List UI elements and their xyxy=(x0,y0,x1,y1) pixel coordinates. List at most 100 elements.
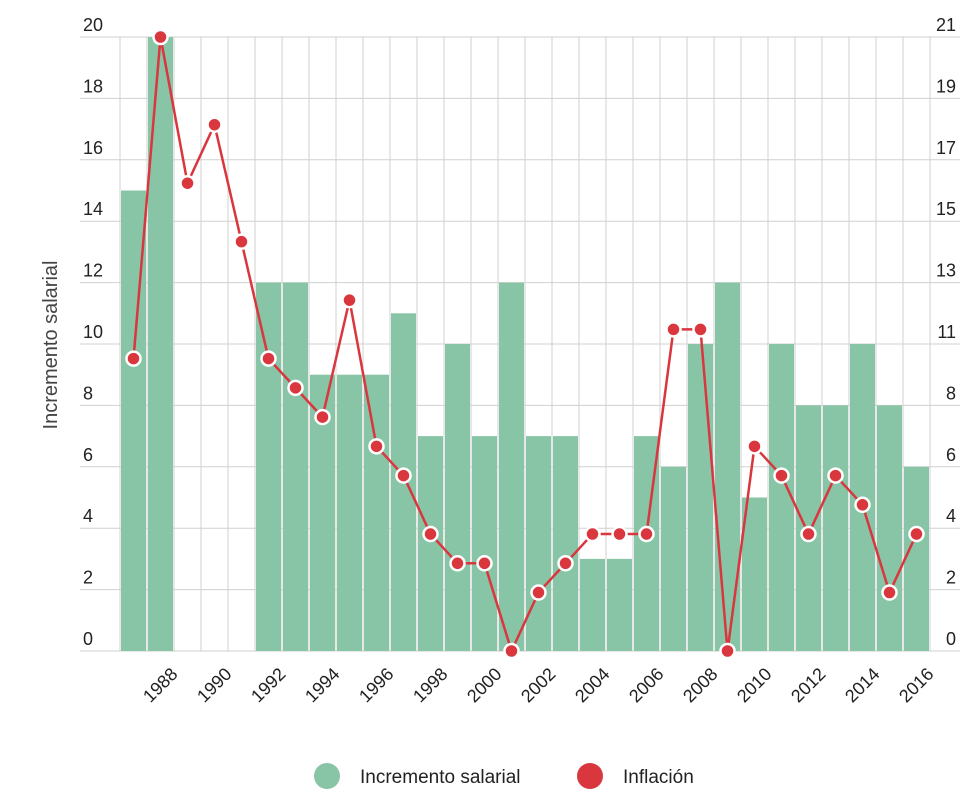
y2-tick-label: 4 xyxy=(946,506,956,526)
x-tick-label: 1996 xyxy=(355,664,397,706)
y2-tick-label: 6 xyxy=(946,445,956,465)
inflation-point-2013 xyxy=(827,467,844,484)
y-tick-label: 4 xyxy=(83,506,93,526)
x-tick-label: 2006 xyxy=(625,664,667,706)
inflation-point-2008 xyxy=(692,321,709,338)
bar-2008 xyxy=(688,344,713,651)
y-tick-label: 2 xyxy=(83,568,93,588)
y-tick-label: 6 xyxy=(83,445,93,465)
y2-tick-label: 8 xyxy=(946,383,956,403)
x-tick-label: 2010 xyxy=(733,664,775,706)
inflation-point-1999 xyxy=(449,555,466,572)
x-tick-label: 2008 xyxy=(679,664,721,706)
y-axis-label: Incremento salarial xyxy=(40,261,62,430)
inflation-point-1997 xyxy=(395,467,412,484)
bar-2010 xyxy=(742,497,767,651)
inflation-point-2004 xyxy=(584,525,601,543)
bars xyxy=(121,37,929,651)
inflation-point-2001 xyxy=(503,642,520,660)
inflation-point-1995 xyxy=(341,291,358,309)
x-tick-label: 2004 xyxy=(571,664,613,706)
inflation-point-2002 xyxy=(530,584,547,601)
bar-2009 xyxy=(715,282,740,651)
inflation-point-1988 xyxy=(152,28,169,46)
left-axis-ticks: 0 2 4 6 8 10 12 14 16 18 20 xyxy=(83,15,103,649)
inflation-point-2010 xyxy=(746,438,763,455)
right-axis-ticks: 0 2 4 6 8 11 13 15 17 19 21 xyxy=(936,15,956,649)
inflation-point-2006 xyxy=(638,525,655,543)
inflation-point-2007 xyxy=(665,321,682,338)
y-tick-label: 14 xyxy=(83,199,103,219)
inflation-point-1989 xyxy=(179,174,196,192)
x-tick-label: 2002 xyxy=(517,664,559,706)
y2-tick-label: 2 xyxy=(946,568,956,588)
bar-2002 xyxy=(526,436,551,651)
y2-tick-label: 15 xyxy=(936,199,956,219)
inflation-point-2011 xyxy=(773,467,790,484)
inflation-point-2003 xyxy=(557,555,574,572)
bar-2011 xyxy=(769,344,794,651)
y-tick-label: 18 xyxy=(83,76,103,96)
bar-1999 xyxy=(445,344,470,651)
y2-tick-label: 11 xyxy=(937,322,956,342)
y-tick-label: 8 xyxy=(83,383,93,403)
x-tick-label: 2000 xyxy=(463,664,505,706)
x-axis-ticks: 1988 1990 1992 1994 1996 1998 2000 2002 2004 2006… xyxy=(139,664,937,706)
grid xyxy=(80,36,960,652)
y-tick-label: 10 xyxy=(83,322,103,342)
x-tick-label: 1988 xyxy=(139,664,181,706)
bar-2007 xyxy=(661,466,686,651)
y-tick-label: 12 xyxy=(83,261,103,281)
bar-1995 xyxy=(337,374,362,651)
inflation-polyline xyxy=(132,35,918,653)
inflation-point-1992 xyxy=(260,350,277,367)
x-tick-label: 1998 xyxy=(409,664,451,706)
y2-tick-label: 17 xyxy=(936,138,956,158)
legend-label-inflation: Inflación xyxy=(623,767,694,788)
bar-2016 xyxy=(904,466,929,651)
bar-2015 xyxy=(877,405,902,651)
inflation-point-1987 xyxy=(125,350,142,367)
bar-1996 xyxy=(364,374,389,651)
inflation-point-2012 xyxy=(800,525,817,543)
bar-2003 xyxy=(553,436,578,651)
bar-2013 xyxy=(823,405,848,651)
bar-1993 xyxy=(283,282,308,651)
y2-tick-label: 21 xyxy=(936,15,956,35)
legend-label-salary: Incremento salarial xyxy=(360,767,521,788)
inflation-point-1998 xyxy=(422,525,439,543)
bar-2001 xyxy=(499,282,524,651)
legend: Incremento salarial Inflación xyxy=(314,763,694,789)
legend-swatch-inflation xyxy=(577,763,603,789)
x-tick-label: 2014 xyxy=(841,664,883,706)
inflation-point-1996 xyxy=(368,438,385,455)
bar-1992 xyxy=(256,282,281,651)
x-tick-label: 1994 xyxy=(301,664,343,706)
inflation-point-1994 xyxy=(314,408,331,426)
y-tick-label: 16 xyxy=(83,138,103,158)
x-tick-label: 1992 xyxy=(247,664,289,706)
inflation-point-1990 xyxy=(206,116,223,133)
y2-tick-label: 0 xyxy=(946,629,956,649)
legend-swatch-salary xyxy=(314,763,340,789)
inflation-points xyxy=(125,28,925,660)
bar-2000 xyxy=(472,436,497,651)
inflation-point-1993 xyxy=(287,379,304,397)
y2-tick-label: 13 xyxy=(936,261,956,281)
inflation-point-2015 xyxy=(881,584,898,601)
bar-2005 xyxy=(607,558,632,651)
y-tick-label: 0 xyxy=(83,629,93,649)
x-tick-label: 2016 xyxy=(895,664,937,706)
y2-tick-label: 19 xyxy=(936,76,956,96)
inflation-point-1991 xyxy=(233,233,250,250)
x-tick-label: 2012 xyxy=(787,664,829,706)
inflation-point-2014 xyxy=(854,496,871,514)
inflation-point-2009 xyxy=(719,642,736,660)
inflation-point-2000 xyxy=(476,555,493,572)
y-tick-label: 20 xyxy=(83,15,103,35)
inflation-point-2016 xyxy=(908,525,925,543)
inflation-point-2005 xyxy=(611,525,628,543)
inflation-line xyxy=(132,35,918,653)
x-tick-label: 1990 xyxy=(193,664,235,706)
